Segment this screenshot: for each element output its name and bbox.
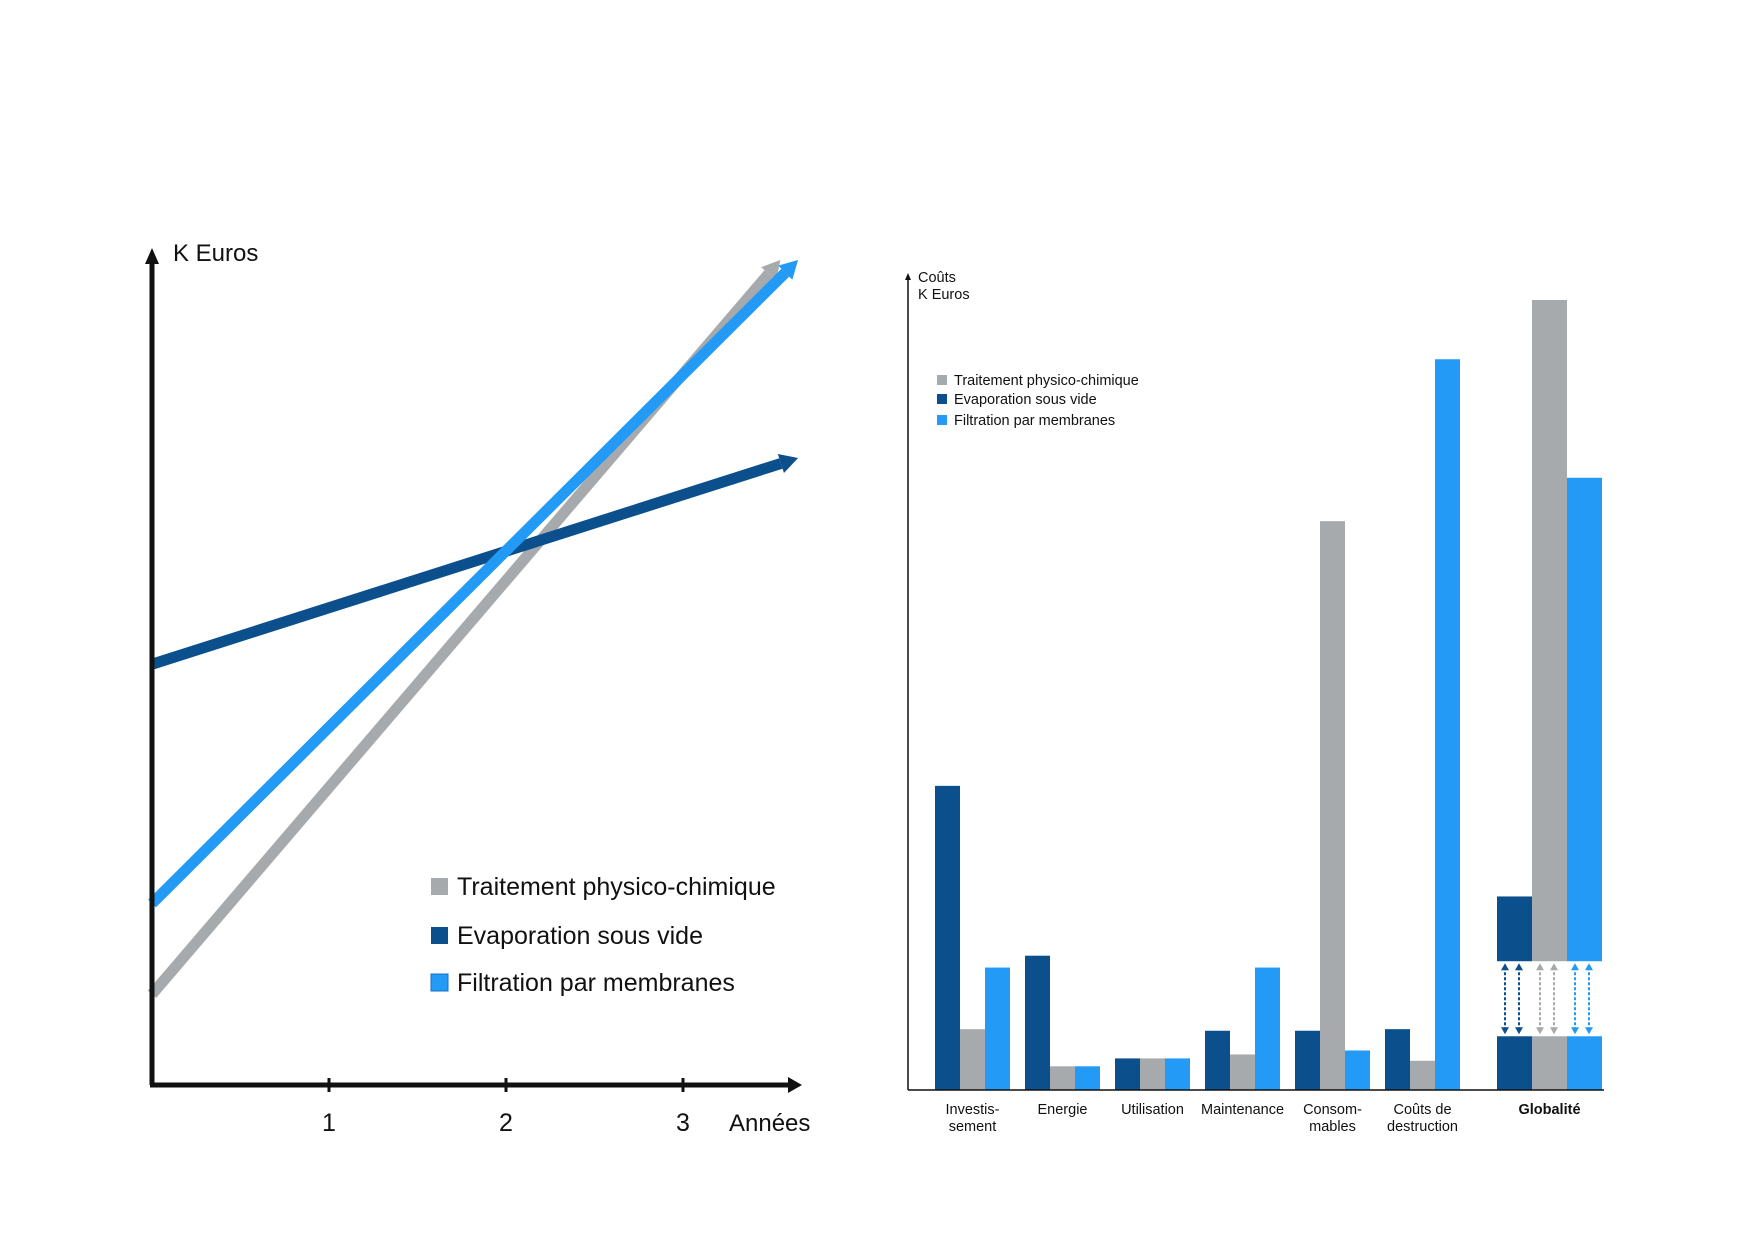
category-label: Energie bbox=[1038, 1102, 1088, 1118]
bar-traitement-physico-chimique bbox=[1230, 1054, 1255, 1090]
total-bar-filtration-par-membranes bbox=[1567, 477, 1602, 1090]
bar-filtration-par-membranes bbox=[1075, 1066, 1100, 1090]
bar-filtration-par-membranes bbox=[1435, 359, 1460, 1090]
legend-item-filtration-par-membranes: Filtration par membranes bbox=[430, 969, 735, 997]
legend-label: Traitement physico-chimique bbox=[457, 873, 776, 901]
bar-traitement-physico-chimique bbox=[1320, 521, 1345, 1090]
bar-evaporation-sous-vide bbox=[935, 785, 960, 1090]
legend-swatch bbox=[937, 394, 947, 404]
x-axis-label: Années bbox=[729, 1110, 810, 1137]
bar-evaporation-sous-vide bbox=[1025, 955, 1050, 1090]
category-label-total: Globalité bbox=[1518, 1102, 1580, 1118]
total-bar-upper bbox=[1567, 477, 1602, 962]
line-series-group bbox=[147, 260, 799, 998]
bar-group bbox=[935, 359, 1460, 1090]
bar-filtration-par-membranes bbox=[1255, 967, 1280, 1090]
category-label: Consom-mables bbox=[1303, 1102, 1362, 1135]
legend: Traitement physico-chimique Evaporation s… bbox=[430, 873, 776, 997]
bar-cluster-investis-sement bbox=[935, 785, 1010, 1090]
legend-item-filtration-par-membranes: Filtration par membranes bbox=[937, 413, 1115, 429]
gap-double-arrow-icon bbox=[1585, 963, 1593, 1035]
bar-cluster-energie bbox=[1025, 955, 1100, 1090]
gap-double-arrow-icon bbox=[1550, 963, 1558, 1035]
line-series-evaporation-sous-vide bbox=[150, 453, 799, 670]
legend-label: Traitement physico-chimique bbox=[954, 373, 1139, 389]
total-bar-base bbox=[1567, 1036, 1602, 1090]
category-label: Utilisation bbox=[1121, 1102, 1184, 1118]
y-axis-label-line-2: K Euros bbox=[918, 287, 970, 303]
line-series-filtration-par-membranes bbox=[148, 260, 799, 908]
gap-double-arrow-icon bbox=[1501, 963, 1509, 1035]
total-bar-group bbox=[1497, 300, 1602, 1090]
x-tick-label: 3 bbox=[676, 1109, 690, 1137]
total-bar-upper bbox=[1497, 896, 1532, 962]
legend-item-evaporation-sous-vide: Evaporation sous vide bbox=[431, 922, 703, 950]
legend: Traitement physico-chimique Evaporation s… bbox=[937, 373, 1139, 429]
category-label: Maintenance bbox=[1201, 1102, 1284, 1118]
bar-traitement-physico-chimique bbox=[1140, 1058, 1165, 1090]
legend-swatch bbox=[430, 973, 449, 992]
legend-swatch bbox=[937, 375, 947, 385]
total-bar-upper bbox=[1532, 300, 1567, 962]
x-axis-arrow-icon bbox=[788, 1077, 802, 1093]
y-axis-arrow-icon bbox=[905, 273, 911, 280]
bar-cluster-utilisation bbox=[1115, 1058, 1190, 1090]
bar-chart: Coûts K Euros Traitement physico-chimiqu… bbox=[905, 270, 1604, 1135]
bar-traitement-physico-chimique bbox=[1410, 1060, 1435, 1090]
bar-cluster-maintenance bbox=[1205, 967, 1280, 1090]
category-label: Investis-sement bbox=[946, 1102, 1000, 1135]
bar-evaporation-sous-vide bbox=[1115, 1058, 1140, 1090]
x-tick-label: 1 bbox=[322, 1109, 336, 1137]
category-label-group: Investis-sement Energie Utilisation Mainten… bbox=[946, 1102, 1581, 1135]
bar-filtration-par-membranes bbox=[985, 967, 1010, 1090]
bar-evaporation-sous-vide bbox=[1385, 1029, 1410, 1090]
line-chart: 1 2 3 K Euros Années Traitement physico-ch… bbox=[145, 240, 810, 1137]
bar-cluster-couts-de-destruction bbox=[1385, 359, 1460, 1090]
legend-label: Evaporation sous vide bbox=[954, 392, 1097, 408]
y-axis-label: K Euros bbox=[173, 240, 258, 267]
series-arrow-icon bbox=[778, 260, 799, 280]
legend-label: Filtration par membranes bbox=[954, 413, 1115, 429]
legend-item-traitement-physico-chimique: Traitement physico-chimique bbox=[431, 873, 776, 901]
bar-cluster-consom-mables bbox=[1295, 521, 1370, 1090]
bar-filtration-par-membranes bbox=[1165, 1058, 1190, 1090]
gap-double-arrow-icon bbox=[1536, 963, 1544, 1035]
legend-item-traitement-physico-chimique: Traitement physico-chimique bbox=[937, 373, 1139, 389]
legend-label: Filtration par membranes bbox=[457, 969, 735, 997]
gap-double-arrow-icon bbox=[1515, 963, 1523, 1035]
total-bar-base bbox=[1532, 1036, 1567, 1090]
legend-swatch bbox=[937, 415, 947, 425]
legend-swatch bbox=[431, 927, 448, 944]
series-line bbox=[148, 268, 790, 908]
total-bar-evaporation-sous-vide bbox=[1497, 896, 1532, 1090]
series-arrow-icon bbox=[777, 453, 799, 474]
total-bar-traitement-physico-chimique bbox=[1532, 300, 1567, 1090]
bar-filtration-par-membranes bbox=[1345, 1050, 1370, 1090]
legend-label: Evaporation sous vide bbox=[457, 922, 703, 950]
y-axis-arrow-icon bbox=[145, 248, 159, 264]
bar-traitement-physico-chimique bbox=[1050, 1066, 1075, 1090]
category-label: Coûts de destruction bbox=[1387, 1102, 1458, 1135]
x-tick-label: 2 bbox=[499, 1109, 513, 1137]
bar-traitement-physico-chimique bbox=[960, 1029, 985, 1090]
series-line bbox=[150, 458, 783, 670]
bar-evaporation-sous-vide bbox=[1295, 1030, 1320, 1090]
legend-item-evaporation-sous-vide: Evaporation sous vide bbox=[937, 392, 1097, 408]
y-axis-label-line-1: Coûts bbox=[918, 270, 956, 286]
gap-double-arrow-icon bbox=[1571, 963, 1579, 1035]
legend-swatch bbox=[431, 878, 448, 895]
total-bar-base bbox=[1497, 1036, 1532, 1090]
x-tick-group: 1 2 3 bbox=[322, 1078, 690, 1137]
bar-evaporation-sous-vide bbox=[1205, 1030, 1230, 1090]
